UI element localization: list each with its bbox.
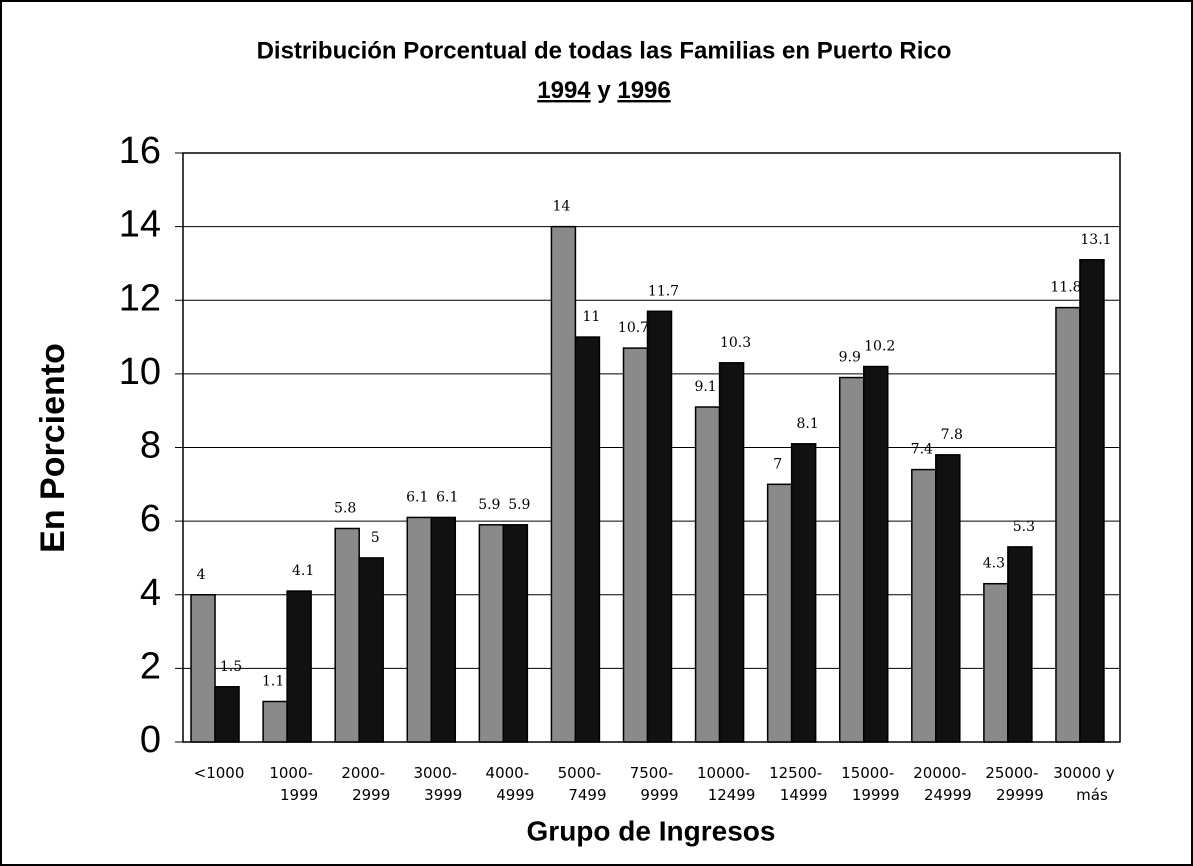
y-tick-label: 6 xyxy=(140,498,161,540)
value-label: 10.7 xyxy=(618,320,649,336)
value-label: 1.1 xyxy=(262,674,284,690)
subtitle-year: 1996 xyxy=(617,77,670,104)
value-label: 6.1 xyxy=(436,489,458,505)
bar xyxy=(358,557,384,743)
x-tick-label: 30000 y más xyxy=(1053,764,1114,804)
value-label: 10.2 xyxy=(864,339,895,355)
subtitle-joiner: y xyxy=(591,77,618,104)
value-label: 9.9 xyxy=(839,350,861,366)
x-tick-label: 1000-1999 xyxy=(269,764,318,804)
bar xyxy=(622,347,649,743)
bar xyxy=(694,406,721,743)
bar xyxy=(214,686,240,743)
bar xyxy=(718,362,745,743)
y-tick-label: 10 xyxy=(119,351,161,393)
x-tick-label: 2000-2999 xyxy=(341,764,390,804)
bar xyxy=(983,582,1009,743)
bar xyxy=(334,527,360,743)
bar xyxy=(1055,306,1081,743)
x-tick-label: 12500-14999 xyxy=(769,764,827,804)
bar xyxy=(550,225,577,743)
x-tick-label: 25000-29999 xyxy=(985,764,1043,804)
x-tick-label: <1000 xyxy=(194,764,245,782)
value-label: 5 xyxy=(371,530,380,546)
chart-subtitle: 1994 y 1996 xyxy=(537,77,670,104)
bar xyxy=(478,524,505,743)
value-label: 5.3 xyxy=(1013,519,1035,535)
bar xyxy=(838,376,865,743)
x-tick-label: 10000-12499 xyxy=(697,764,755,804)
y-tick-label: 12 xyxy=(119,277,161,319)
bar xyxy=(862,365,889,743)
bar xyxy=(574,336,601,743)
value-label: 4.3 xyxy=(983,556,1005,572)
value-label: 11.8 xyxy=(1050,280,1081,296)
x-axis-label: Grupo de Ingresos xyxy=(527,815,776,846)
value-label: 5.9 xyxy=(508,497,530,513)
bar xyxy=(911,468,937,743)
x-tick-label: 7500-9999 xyxy=(630,764,679,804)
bar xyxy=(190,594,216,743)
value-label: 14 xyxy=(553,199,571,215)
value-label: 1.5 xyxy=(220,659,242,675)
value-label: 7.4 xyxy=(911,442,933,458)
bar xyxy=(262,700,288,743)
value-label: 11.7 xyxy=(648,283,679,299)
value-label: 8.1 xyxy=(797,416,819,432)
x-tick-label: 20000-24999 xyxy=(913,764,971,804)
bar xyxy=(1079,259,1105,743)
bar xyxy=(766,483,793,743)
value-label: 7.8 xyxy=(941,427,963,443)
bar xyxy=(1007,546,1033,743)
y-tick-label: 2 xyxy=(140,645,161,687)
chart-title: Distribución Porcentual de todas las Fam… xyxy=(257,37,952,64)
y-axis-label: En Porciento xyxy=(34,343,72,553)
bar xyxy=(286,590,312,743)
value-label: 6.1 xyxy=(406,489,428,505)
value-label: 4 xyxy=(197,567,206,583)
subtitle-year: 1994 xyxy=(537,77,591,104)
value-label: 9.1 xyxy=(694,379,716,395)
y-tick-label: 8 xyxy=(140,425,161,467)
value-label: 4.1 xyxy=(292,563,314,579)
bar xyxy=(502,524,529,743)
value-label: 11 xyxy=(583,309,601,325)
value-label: 5.8 xyxy=(334,500,356,516)
value-label: 5.9 xyxy=(478,497,500,513)
x-tick-label: 4000-4999 xyxy=(486,764,535,804)
bar xyxy=(430,516,457,743)
value-label: 10.3 xyxy=(720,335,751,351)
y-tick-label: 0 xyxy=(140,719,161,761)
y-tick-label: 16 xyxy=(119,130,161,172)
x-tick-label: 5000-7499 xyxy=(558,764,607,804)
x-tick-label: 3000-3999 xyxy=(413,764,462,804)
value-label: 7 xyxy=(773,456,782,472)
y-tick-label: 4 xyxy=(140,572,161,614)
bar xyxy=(935,454,961,743)
bar xyxy=(406,516,433,743)
y-tick-label: 14 xyxy=(119,204,161,246)
value-label: 13.1 xyxy=(1080,232,1111,248)
bar xyxy=(790,443,817,743)
x-tick-label: 15000-19999 xyxy=(841,764,899,804)
bar xyxy=(646,310,673,743)
